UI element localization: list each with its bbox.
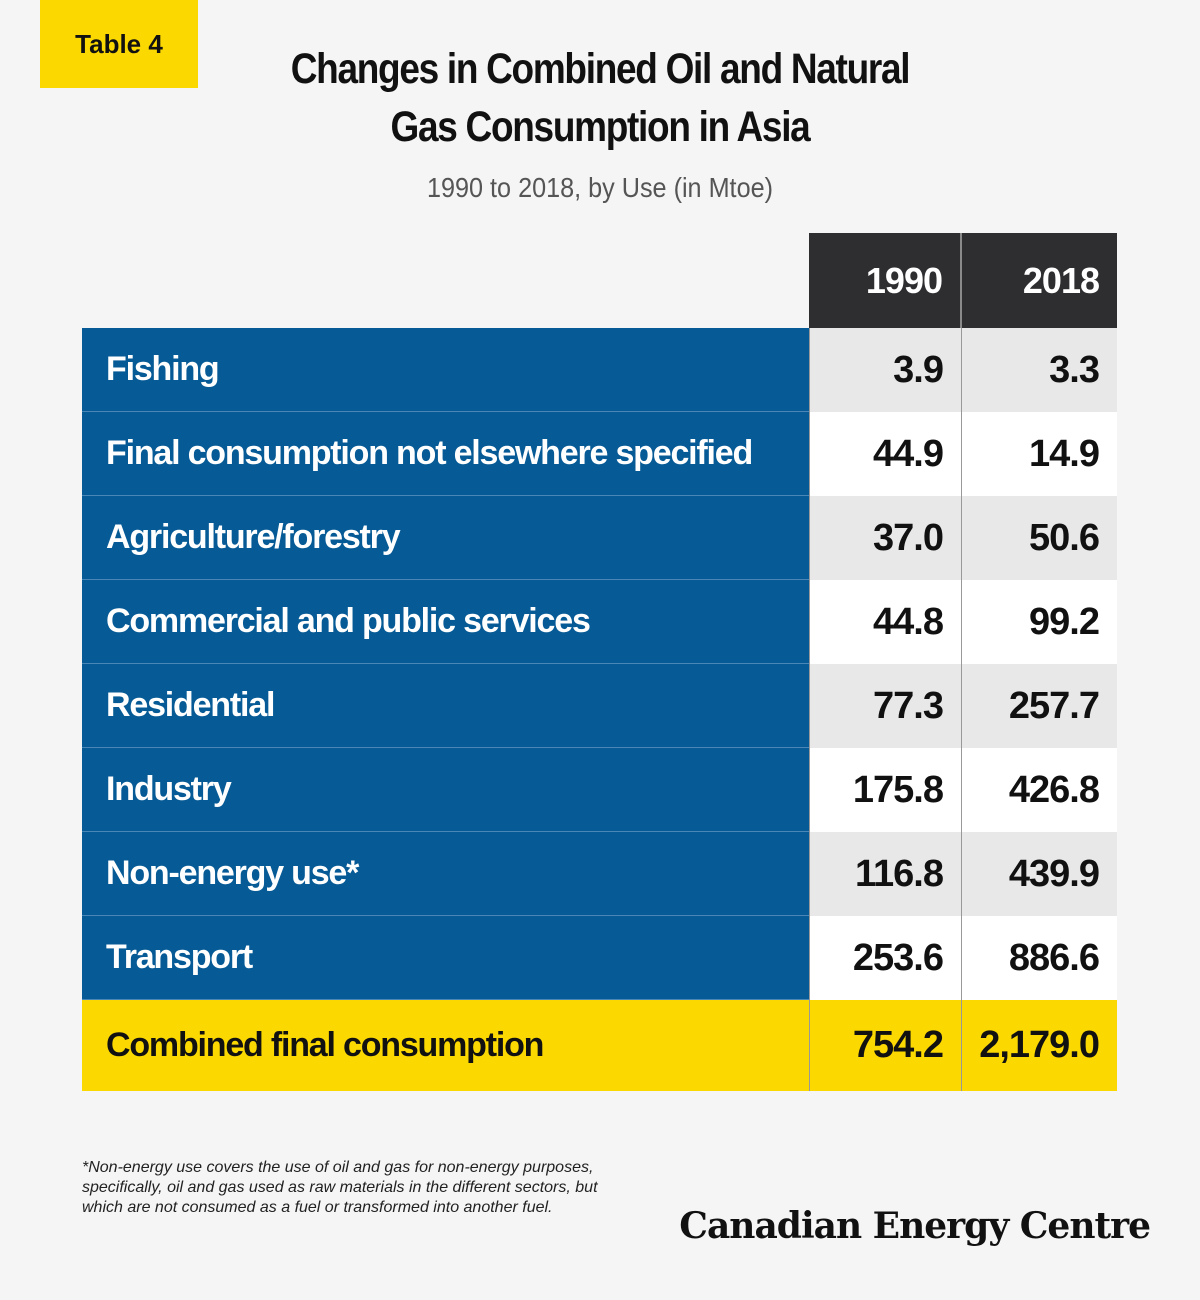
table-row: Final consumption not elsewhere specifie… (82, 412, 1117, 496)
footnote: *Non-energy use covers the use of oil an… (82, 1159, 598, 1216)
title-line-1: Changes in Combined Oil and Natural (290, 45, 911, 93)
value-2018: 14.9 (962, 412, 1117, 496)
total-value-1990: 754.2 (809, 1000, 962, 1091)
column-header-2018: 2018 (962, 233, 1117, 328)
total-label: Combined final consumption (82, 1000, 809, 1091)
value-1990: 175.8 (809, 748, 962, 832)
value-2018: 50.6 (962, 496, 1117, 580)
value-1990: 37.0 (809, 496, 962, 580)
table-body: Fishing 3.9 3.3 Final consumption not el… (82, 328, 1117, 1091)
table-total-row: Combined final consumption 754.2 2,179.0 (82, 1000, 1117, 1091)
row-label: Fishing (82, 328, 809, 412)
value-1990: 116.8 (809, 832, 962, 916)
page-title: Changes in Combined Oil and Natural Gas … (256, 40, 944, 156)
value-1990: 3.9 (809, 328, 962, 412)
value-2018: 886.6 (962, 916, 1117, 1000)
table-row: Agriculture/forestry 37.0 50.6 (82, 496, 1117, 580)
value-2018: 257.7 (962, 664, 1117, 748)
value-1990: 44.8 (809, 580, 962, 664)
value-2018: 99.2 (962, 580, 1117, 664)
table-row: Transport 253.6 886.6 (82, 916, 1117, 1000)
brand-logo-text: Canadian Energy Centre (679, 1205, 1151, 1247)
value-2018: 439.9 (962, 832, 1117, 916)
table-header: 1990 2018 (809, 233, 1117, 328)
row-label: Transport (82, 916, 809, 1000)
row-label: Industry (82, 748, 809, 832)
column-header-1990: 1990 (809, 233, 962, 328)
table-row: Commercial and public services 44.8 99.2 (82, 580, 1117, 664)
table-row: Industry 175.8 426.8 (82, 748, 1117, 832)
table-row: Residential 77.3 257.7 (82, 664, 1117, 748)
total-value-2018: 2,179.0 (962, 1000, 1117, 1091)
value-2018: 3.3 (962, 328, 1117, 412)
row-label: Final consumption not elsewhere specifie… (82, 412, 809, 496)
value-1990: 44.9 (809, 412, 962, 496)
value-1990: 253.6 (809, 916, 962, 1000)
table-row: Non-energy use* 116.8 439.9 (82, 832, 1117, 916)
value-1990: 77.3 (809, 664, 962, 748)
row-label: Non-energy use* (82, 832, 809, 916)
value-2018: 426.8 (962, 748, 1117, 832)
row-label: Commercial and public services (82, 580, 809, 664)
table-row: Fishing 3.9 3.3 (82, 328, 1117, 412)
row-label: Agriculture/forestry (82, 496, 809, 580)
title-line-2: Gas Consumption in Asia (390, 103, 811, 151)
subtitle: 1990 to 2018, by Use (in Mtoe) (426, 172, 773, 203)
table-number-tag: Table 4 (40, 0, 198, 88)
row-label: Residential (82, 664, 809, 748)
